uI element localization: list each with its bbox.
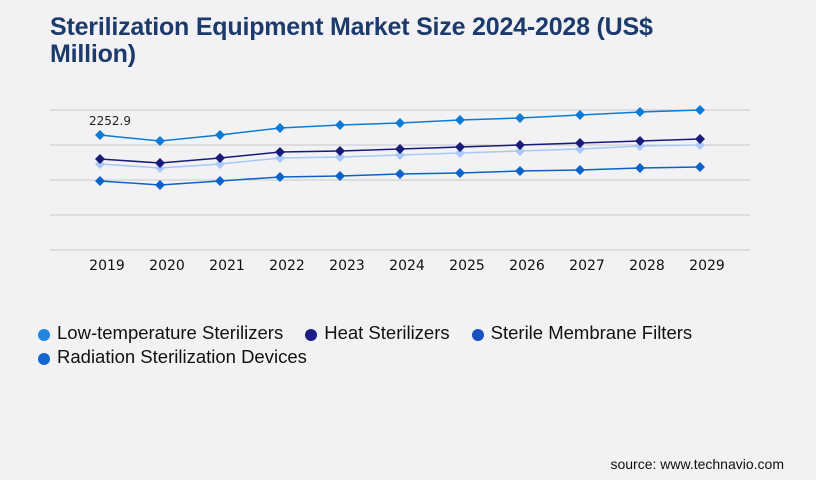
data-point[interactable] [695, 140, 705, 151]
legend-label: Radiation Sterilization Devices [57, 346, 307, 367]
x-tick-label: 2019 [89, 258, 125, 274]
x-tick-label: 2026 [509, 258, 545, 274]
series-heat-sterilizers [95, 134, 705, 169]
data-point[interactable] [95, 158, 105, 169]
data-point[interactable] [215, 153, 225, 164]
legend-label: Sterile Membrane Filters [490, 322, 693, 343]
data-point[interactable] [155, 163, 165, 174]
x-tick-label: 2027 [569, 258, 605, 274]
data-point[interactable] [455, 168, 465, 179]
x-tick-label: 2029 [689, 258, 725, 274]
data-point[interactable] [335, 170, 345, 181]
legend-marker-icon [471, 328, 484, 341]
data-point[interactable] [515, 165, 525, 176]
data-point[interactable] [275, 153, 285, 164]
data-point[interactable] [635, 107, 645, 118]
data-point[interactable] [575, 138, 585, 149]
data-point[interactable] [155, 180, 165, 191]
data-point[interactable] [275, 172, 285, 183]
data-point[interactable] [455, 142, 465, 153]
data-point[interactable] [515, 113, 525, 124]
x-tick-label: 2028 [629, 258, 665, 274]
data-label: 2252.9 [89, 114, 131, 128]
data-point[interactable] [275, 147, 285, 158]
legend-item-heat-sterilizers[interactable]: Heat Sterilizers [305, 322, 450, 344]
legend-item-low-temperature-sterilizers[interactable]: Low-temperature Sterilizers [38, 322, 283, 344]
legend-item-sterile-membrane-filters[interactable]: Sterile Membrane Filters [471, 322, 693, 344]
series-sterile-membrane-filters [95, 140, 705, 174]
data-point[interactable] [155, 158, 165, 169]
legend-marker-icon [38, 328, 50, 341]
data-point[interactable] [95, 175, 105, 186]
data-point[interactable] [95, 130, 105, 141]
legend-marker-icon [305, 328, 318, 341]
data-point[interactable] [575, 110, 585, 121]
legend-marker-icon [38, 352, 50, 365]
data-point[interactable] [335, 152, 345, 163]
gridlines [50, 109, 750, 251]
data-point[interactable] [215, 158, 225, 169]
data-point[interactable] [395, 143, 405, 154]
data-point[interactable] [155, 136, 165, 147]
source-credit: source: www.technavio.com [610, 456, 784, 472]
data-point[interactable] [695, 105, 705, 115]
data-point[interactable] [455, 148, 465, 159]
x-axis-ticks: 2019 2020 2021 2022 2023 2024 2025 2026 2027 2028… [89, 258, 725, 274]
data-point[interactable] [695, 162, 705, 173]
x-tick-label: 2024 [389, 258, 425, 274]
legend-label: Heat Sterilizers [324, 322, 450, 343]
data-point[interactable] [395, 169, 405, 180]
series-group [95, 105, 705, 191]
legend-item-radiation-sterilization-devices[interactable]: Radiation Sterilization Devices [38, 346, 307, 368]
data-point[interactable] [575, 165, 585, 176]
data-point[interactable] [395, 118, 405, 129]
data-point[interactable] [515, 140, 525, 151]
data-point[interactable] [575, 143, 585, 154]
data-point[interactable] [335, 120, 345, 131]
series-low-temperature-sterilizers [95, 105, 705, 147]
series-radiation-sterilization-devices [95, 162, 705, 191]
x-tick-label: 2021 [209, 258, 245, 274]
data-point[interactable] [455, 115, 465, 126]
data-point[interactable] [695, 134, 705, 145]
data-point[interactable] [335, 146, 345, 157]
data-point[interactable] [635, 141, 645, 152]
legend-label: Low-temperature Sterilizers [57, 322, 284, 343]
x-tick-label: 2020 [149, 258, 185, 274]
data-point[interactable] [215, 175, 225, 186]
x-tick-label: 2022 [269, 258, 305, 274]
legend: Low-temperature Sterilizers Heat Sterili… [38, 322, 758, 368]
data-point[interactable] [395, 150, 405, 161]
x-tick-label: 2025 [449, 258, 485, 274]
data-point[interactable] [515, 146, 525, 157]
data-point[interactable] [215, 130, 225, 141]
data-point[interactable] [95, 153, 105, 164]
data-labels: 2252.9 [89, 114, 131, 128]
chart-title: Sterilization Equipment Market Size 2024… [50, 13, 653, 68]
x-tick-label: 2023 [329, 258, 365, 274]
line-chart: 2019 2020 2021 2022 2023 2024 2025 2026 2027 2028… [50, 105, 750, 274]
data-point[interactable] [635, 163, 645, 174]
data-point[interactable] [635, 136, 645, 147]
data-point[interactable] [275, 123, 285, 134]
